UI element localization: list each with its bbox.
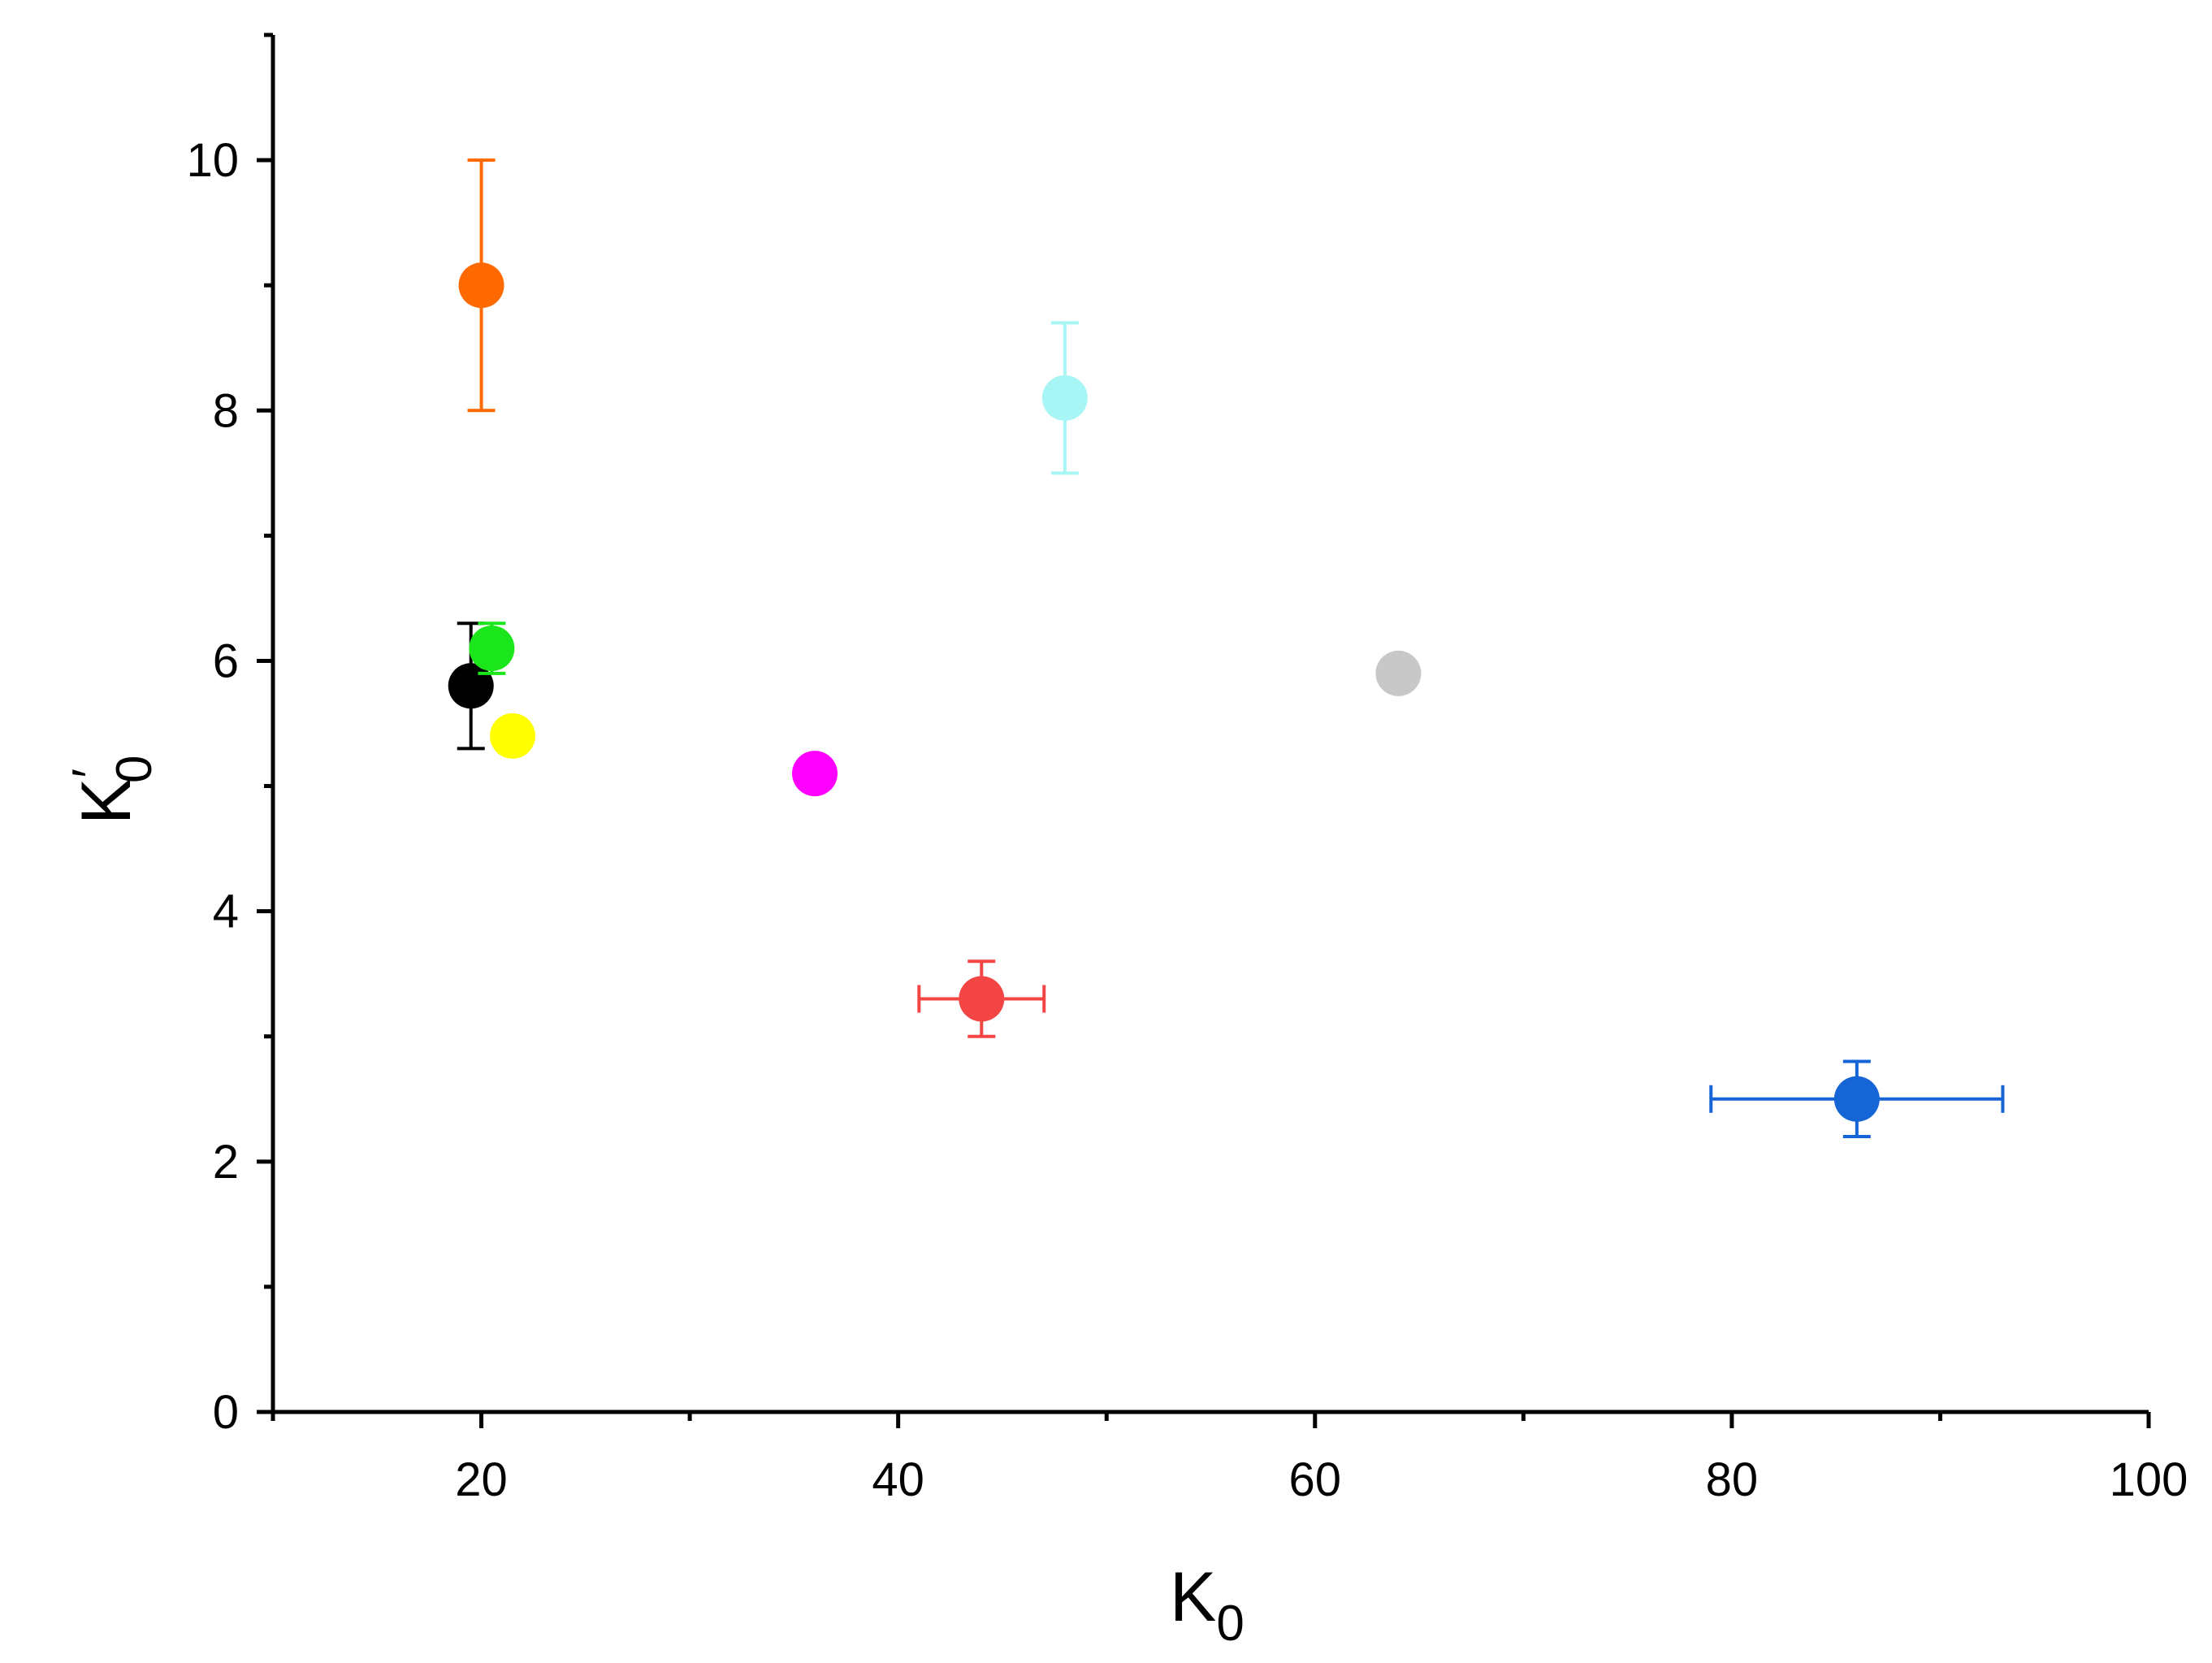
x-axis-title: K0 [1170,1558,1245,1652]
y-tick-label: 6 [213,634,239,687]
data-point [1375,650,1422,696]
x-tick-label: 60 [1289,1453,1342,1506]
x-axis-ticks: 20 40 60 80 100 [271,1412,2188,1506]
y-axis-title: K′0 [63,756,162,825]
data-point [1041,321,1088,475]
axes: 0 2 4 6 8 10 20 40 60 80 100 [186,32,2188,1506]
y-tick-label: 10 [186,134,239,187]
point-marker [469,626,515,672]
x-tick-label: 20 [455,1453,508,1506]
point-marker [792,751,838,797]
point-marker [1375,650,1422,696]
data-point [1709,1059,2005,1138]
y-tick-label: 0 [213,1386,239,1439]
x-tick-label: 40 [872,1453,924,1506]
data-points [448,158,2005,1138]
y-axis-title-group: K′0 [63,756,162,825]
point-marker [458,262,504,309]
point-marker [1833,1076,1880,1122]
data-point [458,158,504,413]
point-marker [490,712,536,759]
data-point [490,712,536,759]
y-axis-ticks: 0 2 4 6 8 10 [186,32,273,1439]
y-axis-title-main: K [67,778,145,825]
data-point [792,751,838,797]
data-point [917,959,1046,1038]
y-tick-label: 4 [213,886,239,938]
y-tick-label: 2 [213,1136,239,1189]
data-point [469,621,515,675]
point-marker [959,976,1005,1022]
x-axis-title-sub: 0 [1216,1596,1244,1652]
x-tick-label: 100 [2110,1453,2188,1506]
y-axis-title-sub: 0 [106,756,162,783]
x-tick-label: 80 [1706,1453,1759,1506]
y-axis-title-prime: ′ [63,769,119,778]
y-tick-label: 8 [213,384,239,437]
point-marker [1041,375,1088,421]
x-axis-title-main: K [1170,1558,1216,1636]
